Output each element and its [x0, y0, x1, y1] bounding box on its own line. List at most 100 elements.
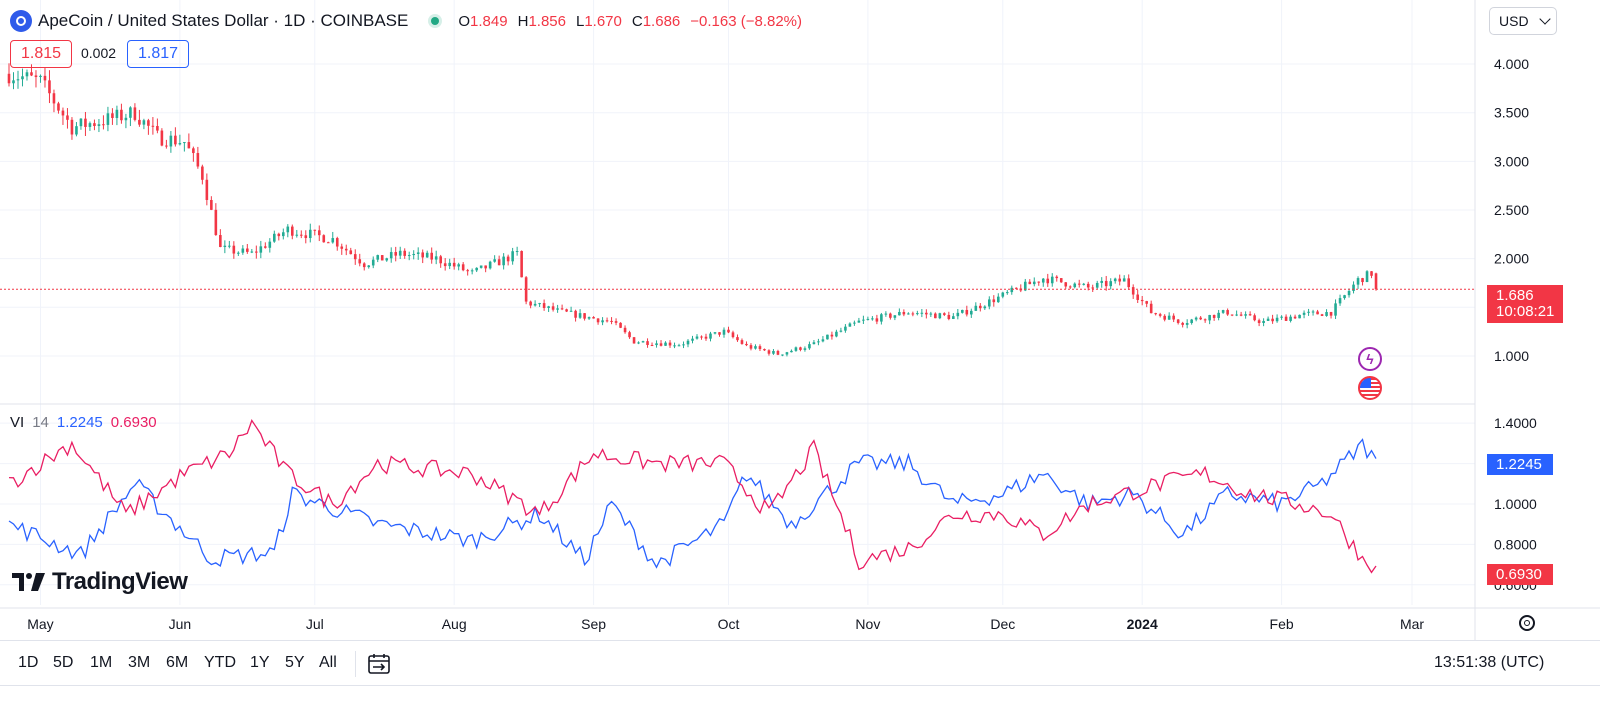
- range-all-button[interactable]: All: [319, 654, 337, 671]
- candle-body: [1356, 278, 1360, 285]
- candle-body: [1293, 316, 1297, 319]
- candle-body: [1149, 303, 1153, 314]
- tradingview-logo[interactable]: TradingView: [12, 568, 188, 596]
- candle-body: [484, 265, 487, 269]
- toolbar-divider: [355, 651, 356, 677]
- candle-body: [30, 72, 33, 76]
- candle-body: [1374, 273, 1378, 290]
- candle-body: [1122, 278, 1126, 282]
- candle-body: [479, 265, 483, 268]
- candle-body: [358, 259, 362, 264]
- candle-body: [7, 73, 11, 84]
- candle-body: [1001, 292, 1005, 297]
- candle-body: [48, 80, 51, 94]
- chart-canvas[interactable]: May Jun Jul Aug Sep Oct Nov Dec 2024 Feb Mar 4.000 3…: [0, 0, 1600, 640]
- candle-body: [169, 135, 173, 147]
- candle-body: [1136, 294, 1139, 300]
- candle-body: [1037, 281, 1041, 283]
- candle-body: [619, 322, 622, 328]
- candle-body: [862, 319, 865, 321]
- candle-body: [1329, 312, 1333, 316]
- range-6m-button[interactable]: 6M: [166, 654, 189, 671]
- candle-body: [57, 103, 60, 111]
- range-3m-button[interactable]: 3M: [128, 654, 151, 671]
- candle-body: [1334, 303, 1337, 316]
- currency-label: USD: [1499, 13, 1529, 29]
- candle-body: [547, 306, 550, 308]
- x-axis-tick-label: Oct: [718, 616, 740, 632]
- symbol-header: ApeCoin / United States Dollar · 1D · CO…: [10, 8, 802, 34]
- candle-body: [956, 312, 960, 317]
- candle-body: [255, 251, 258, 253]
- candle-body: [947, 314, 951, 319]
- candle-body: [938, 313, 942, 319]
- candle-body: [1046, 278, 1050, 284]
- vi-legend[interactable]: VI 14 1.2245 0.6930: [10, 414, 157, 431]
- range-1y-button[interactable]: 1Y: [250, 654, 270, 671]
- sell-price-button[interactable]: 1.815: [10, 40, 72, 68]
- candle-body: [880, 314, 883, 322]
- candle-body: [147, 120, 150, 126]
- candle-body: [120, 109, 123, 121]
- candle-body: [106, 113, 110, 125]
- candle-body: [1167, 315, 1171, 320]
- candle-body: [1230, 314, 1234, 316]
- candle-body: [1086, 283, 1090, 288]
- candle-body: [799, 347, 802, 350]
- candle-body: [943, 313, 946, 315]
- candle-body: [754, 346, 757, 349]
- candle-body: [452, 262, 456, 267]
- us-flag-event-icon[interactable]: [1358, 376, 1382, 400]
- price-axis-tick-label: 3.000: [1494, 153, 1529, 169]
- candle-body: [974, 305, 978, 311]
- candle-body: [39, 75, 42, 78]
- candle-body: [466, 270, 469, 272]
- candle-body: [1068, 286, 1072, 288]
- candle-body: [425, 252, 429, 258]
- candle-body: [920, 312, 924, 314]
- range-1m-button[interactable]: 1M: [90, 654, 113, 671]
- candle-body: [551, 306, 555, 310]
- candle-body: [722, 329, 726, 335]
- candle-body: [1320, 314, 1324, 316]
- vi-name: VI: [10, 414, 25, 431]
- currency-select[interactable]: USD: [1489, 7, 1557, 35]
- candle-body: [677, 345, 681, 347]
- vi-minus-value: 0.6930: [110, 414, 157, 431]
- candle-body: [70, 119, 74, 135]
- candle-body: [983, 306, 987, 309]
- low-value: 1.670: [584, 12, 622, 30]
- candle-body: [736, 337, 739, 341]
- candle-body: [187, 142, 191, 149]
- range-5y-button[interactable]: 5Y: [285, 654, 305, 671]
- candle-body: [443, 263, 447, 267]
- candle-body: [812, 342, 816, 345]
- candle-body: [1163, 315, 1166, 320]
- symbol-title[interactable]: ApeCoin / United States Dollar · 1D · CO…: [38, 11, 409, 30]
- buy-price-button[interactable]: 1.817: [127, 40, 189, 68]
- gear-icon[interactable]: [1519, 615, 1535, 631]
- candle-body: [232, 245, 236, 254]
- candle-body: [1023, 281, 1027, 291]
- lightning-event-icon[interactable]: ϟ: [1358, 347, 1382, 371]
- candle-body: [1248, 314, 1252, 316]
- candle-body: [700, 336, 703, 338]
- candle-body: [907, 313, 910, 315]
- range-ytd-button[interactable]: YTD: [204, 654, 236, 671]
- candle-body: [1010, 287, 1014, 293]
- utc-clock: 13:51:38 (UTC): [1434, 654, 1545, 671]
- last-price-tag: 1.686 10:08:21: [1487, 285, 1563, 323]
- candle-body: [587, 317, 591, 319]
- candle-body: [916, 313, 919, 315]
- candle-body: [1194, 317, 1198, 320]
- candle-body: [533, 303, 537, 306]
- candle-body: [1361, 278, 1364, 283]
- candle-body: [740, 340, 744, 344]
- range-5d-button[interactable]: 5D: [53, 654, 74, 671]
- candle-body: [1005, 292, 1009, 294]
- range-1d-button[interactable]: 1D: [18, 654, 39, 671]
- candle-body: [691, 338, 694, 341]
- candle-body: [1253, 315, 1256, 321]
- candle-body: [776, 351, 780, 355]
- calendar-range-icon[interactable]: [367, 652, 391, 676]
